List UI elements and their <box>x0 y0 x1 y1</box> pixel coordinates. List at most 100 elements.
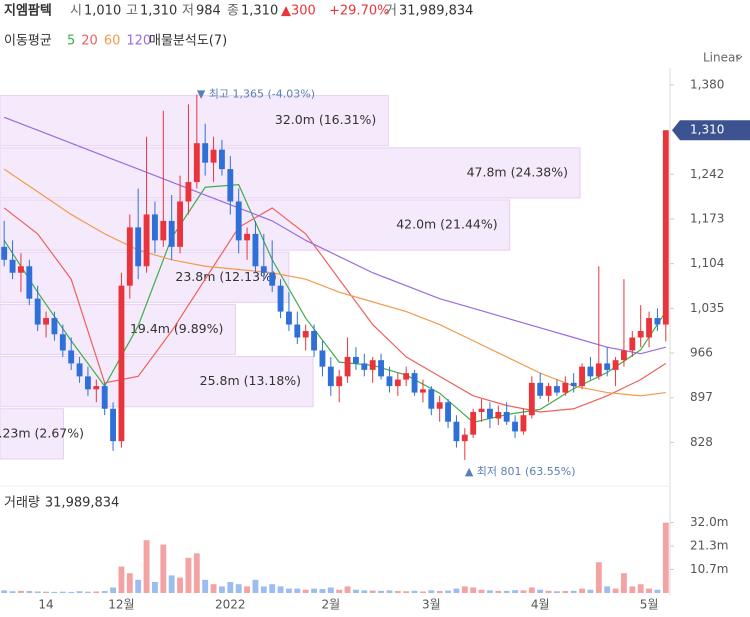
candle-body <box>126 227 133 286</box>
candle-body <box>18 266 24 273</box>
volume-bar <box>76 591 83 593</box>
volume-bar <box>570 590 577 593</box>
volume-bar <box>587 589 594 593</box>
volume-bar <box>1 590 8 593</box>
candle-body <box>135 227 142 267</box>
profile-label: 23.8m (12.13%) <box>175 269 276 284</box>
volume-bar <box>512 590 518 593</box>
volume-bar <box>445 590 451 593</box>
y-tick-label: 1,242 <box>690 167 724 181</box>
candle-body <box>503 411 510 422</box>
candle-body <box>344 356 351 377</box>
candle-body <box>177 201 183 247</box>
y-tick-label: 1,035 <box>690 301 724 315</box>
candle-body <box>637 331 644 338</box>
scale-toggle[interactable]: Linear <box>703 51 740 65</box>
volume-title: 거래량 <box>4 496 40 511</box>
volume-bar <box>470 587 477 593</box>
price-annotation: ▼ 최고 1,365 (-4.03%) <box>197 88 315 101</box>
candle-body <box>394 379 401 387</box>
profile-label[interactable]: 매물분석도(7) <box>149 34 227 49</box>
volume-bar <box>579 588 585 593</box>
volume-bar <box>621 573 627 593</box>
stat-label: 저 <box>182 4 194 19</box>
candle-body <box>118 285 125 442</box>
volume-bar <box>604 586 611 593</box>
candle-body <box>478 408 485 412</box>
ma-line <box>3 207 667 413</box>
y-tick-label: 1,104 <box>690 256 724 270</box>
legend-entry: 20 <box>81 34 98 49</box>
candle-body <box>59 334 66 351</box>
stat-value: 1,310 <box>241 4 278 19</box>
y-tick-label: 21.3m <box>690 539 728 553</box>
candle-body <box>428 389 435 409</box>
volume-bar <box>378 590 384 593</box>
price-tag <box>672 120 750 141</box>
volume-bar <box>210 584 217 593</box>
candle-body <box>68 350 75 364</box>
candle-body <box>269 272 276 286</box>
candle-body <box>528 382 535 416</box>
candle-body <box>110 408 116 442</box>
candle-body <box>294 324 301 338</box>
volume-bar <box>528 587 535 593</box>
profile-bar <box>0 356 314 408</box>
volume-bar <box>336 589 343 593</box>
volume-bar <box>260 586 267 593</box>
x-tick-label: 4월 <box>531 598 550 612</box>
stat-value: 31,989,834 <box>399 4 473 19</box>
volume-bar <box>235 584 242 593</box>
volume-bar <box>503 590 510 593</box>
volume-bar <box>478 589 485 593</box>
volume-bar <box>286 588 292 593</box>
candle-body <box>302 331 309 338</box>
volume-bar <box>143 540 150 593</box>
volume-bar <box>185 557 192 593</box>
volume-bar <box>646 588 652 593</box>
volume-bar <box>319 589 326 593</box>
candle-body <box>562 382 569 393</box>
volume-bar <box>227 581 234 593</box>
volume-bar <box>662 522 669 593</box>
volume-bar <box>302 589 309 593</box>
candle-body <box>244 233 250 241</box>
candle-body <box>185 182 192 202</box>
candle-body <box>453 421 460 442</box>
candle-body <box>554 386 560 393</box>
volume-bar <box>9 591 16 593</box>
candle-body <box>403 373 410 380</box>
dropdown-arrow[interactable] <box>735 55 743 60</box>
candle-body <box>252 233 259 267</box>
volume-bar <box>595 562 602 593</box>
volume-bar <box>311 588 317 593</box>
legend-entry: 60 <box>104 34 121 49</box>
volume-bar <box>386 590 393 593</box>
volume-bar <box>118 566 125 593</box>
y-tick-label: 10.7m <box>690 562 728 576</box>
candle-body <box>311 331 317 351</box>
x-tick-label: 2월 <box>321 598 340 612</box>
candle-body <box>26 266 33 299</box>
candle-body <box>51 318 58 335</box>
x-tick-label: 14 <box>38 598 53 612</box>
candle-body <box>378 360 384 377</box>
y-tick-label: 1,173 <box>690 211 724 225</box>
profile-label: 32.0m (16.31%) <box>275 112 376 127</box>
volume-bar <box>453 588 460 593</box>
ma-line <box>3 168 666 397</box>
volume-bar <box>361 590 368 593</box>
candle-body <box>193 143 200 183</box>
volume-bar <box>537 589 544 593</box>
volume-bar <box>202 579 209 593</box>
volume-bar <box>135 579 142 593</box>
candle-body <box>436 402 443 409</box>
candle-body <box>160 220 167 241</box>
x-tick-label: 12월 <box>108 598 134 612</box>
volume-bar <box>420 591 426 593</box>
candle-body <box>76 363 83 377</box>
volume-bar <box>612 588 619 593</box>
profile-bar <box>0 408 64 460</box>
y-tick-label: 828 <box>690 435 713 449</box>
